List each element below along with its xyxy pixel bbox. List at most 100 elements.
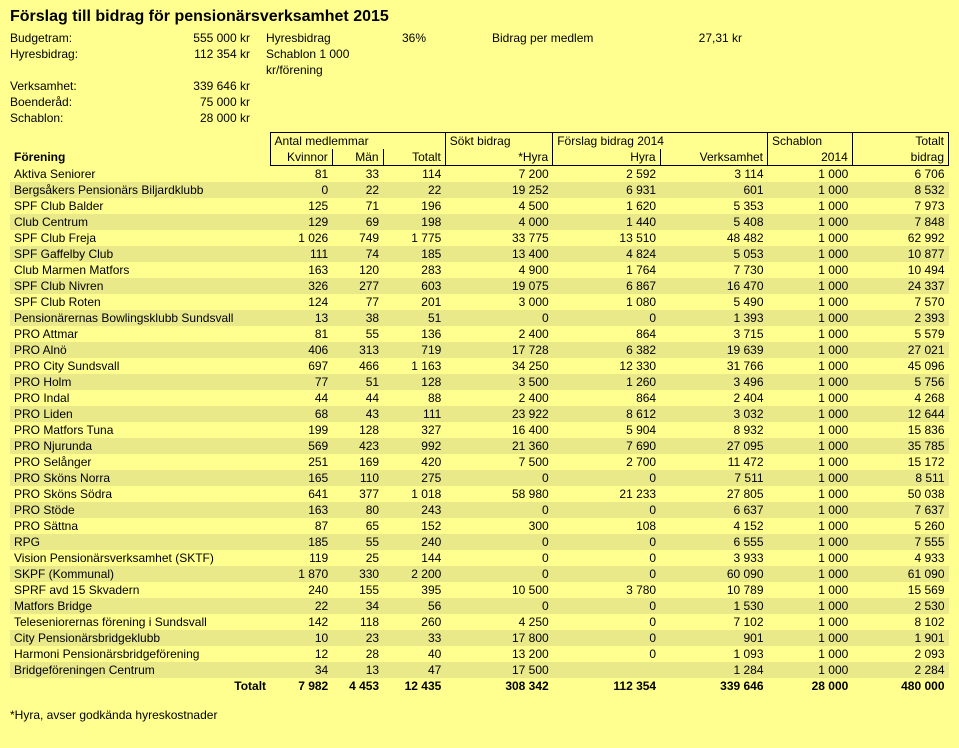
cell-man: 55 bbox=[332, 326, 383, 342]
col-2014: 2014 bbox=[768, 149, 853, 166]
cell-verksamhet: 1 393 bbox=[660, 310, 767, 326]
cell-hyra2: 1 080 bbox=[553, 294, 660, 310]
cell-man: 330 bbox=[332, 566, 383, 582]
totals-verksamhet: 339 646 bbox=[660, 678, 767, 694]
cell-bidrag: 1 901 bbox=[852, 630, 948, 646]
cell-schablon: 1 000 bbox=[768, 598, 853, 614]
cell-schablon: 1 000 bbox=[768, 534, 853, 550]
cell-name: SPF Club Freja bbox=[10, 230, 270, 246]
cell-totalt: 111 bbox=[383, 406, 445, 422]
cell-verksamhet: 3 032 bbox=[660, 406, 767, 422]
header-value: 28 000 kr bbox=[130, 110, 256, 126]
cell-man: 80 bbox=[332, 502, 383, 518]
cell-totalt: 1 018 bbox=[383, 486, 445, 502]
cell-man: 120 bbox=[332, 262, 383, 278]
cell-schablon: 1 000 bbox=[768, 486, 853, 502]
cell-man: 71 bbox=[332, 198, 383, 214]
cell-bidrag: 15 569 bbox=[852, 582, 948, 598]
cell-kvinnor: 185 bbox=[270, 534, 332, 550]
cell-totalt: 1 775 bbox=[383, 230, 445, 246]
table-row: Bridgeföreningen Centrum34134717 5001 28… bbox=[10, 662, 949, 678]
cell-name: PRO Sättna bbox=[10, 518, 270, 534]
cell-verksamhet: 31 766 bbox=[660, 358, 767, 374]
header-label3: Bidrag per medlem bbox=[492, 30, 642, 46]
cell-schablon: 1 000 bbox=[768, 502, 853, 518]
header-value2 bbox=[376, 46, 432, 78]
table-row: PRO Stöde16380243006 6371 0007 637 bbox=[10, 502, 949, 518]
header-label: Schablon: bbox=[10, 110, 130, 126]
table-row: City Pensionärsbridgeklubb10233317 80009… bbox=[10, 630, 949, 646]
cell-schablon: 1 000 bbox=[768, 470, 853, 486]
cell-totalt: 1 163 bbox=[383, 358, 445, 374]
cell-bidrag: 2 284 bbox=[852, 662, 948, 678]
cell-kvinnor: 641 bbox=[270, 486, 332, 502]
cell-bidrag: 2 393 bbox=[852, 310, 948, 326]
totals-bidrag: 480 000 bbox=[852, 678, 948, 694]
cell-hyra: 17 800 bbox=[445, 630, 552, 646]
table-row: PRO Liden684311123 9228 6123 0321 00012 … bbox=[10, 406, 949, 422]
cell-bidrag: 35 785 bbox=[852, 438, 948, 454]
cell-bidrag: 8 102 bbox=[852, 614, 948, 630]
cell-hyra2: 0 bbox=[553, 470, 660, 486]
cell-totalt: 40 bbox=[383, 646, 445, 662]
hdr-antal: Antal medlemmar bbox=[270, 133, 445, 150]
cell-verksamhet: 1 530 bbox=[660, 598, 767, 614]
cell-verksamhet: 5 490 bbox=[660, 294, 767, 310]
cell-hyra: 23 922 bbox=[445, 406, 552, 422]
header-value: 555 000 kr bbox=[130, 30, 256, 46]
cell-man: 38 bbox=[332, 310, 383, 326]
cell-totalt: 56 bbox=[383, 598, 445, 614]
header-value3 bbox=[642, 110, 742, 126]
table-row: PRO Indal4444882 4008642 4041 0004 268 bbox=[10, 390, 949, 406]
cell-hyra: 4 250 bbox=[445, 614, 552, 630]
cell-schablon: 1 000 bbox=[768, 422, 853, 438]
cell-hyra: 2 400 bbox=[445, 390, 552, 406]
cell-schablon: 1 000 bbox=[768, 550, 853, 566]
cell-hyra: 21 360 bbox=[445, 438, 552, 454]
cell-kvinnor: 124 bbox=[270, 294, 332, 310]
cell-schablon: 1 000 bbox=[768, 294, 853, 310]
cell-verksamhet: 1 284 bbox=[660, 662, 767, 678]
cell-bidrag: 7 973 bbox=[852, 198, 948, 214]
cell-man: 55 bbox=[332, 534, 383, 550]
table-row: SKPF (Kommunal)1 8703302 2000060 0901 00… bbox=[10, 566, 949, 582]
table-row: RPG18555240006 5551 0007 555 bbox=[10, 534, 949, 550]
col-totalt: Totalt bbox=[383, 149, 445, 166]
cell-hyra: 0 bbox=[445, 502, 552, 518]
cell-man: 22 bbox=[332, 182, 383, 198]
cell-name: City Pensionärsbridgeklubb bbox=[10, 630, 270, 646]
table-row: PRO Attmar81551362 4008643 7151 0005 579 bbox=[10, 326, 949, 342]
cell-name: PRO Selånger bbox=[10, 454, 270, 470]
table-row: Teleseniorernas förening i Sundsvall1421… bbox=[10, 614, 949, 630]
cell-hyra2: 108 bbox=[553, 518, 660, 534]
cell-totalt: 185 bbox=[383, 246, 445, 262]
cell-totalt: 240 bbox=[383, 534, 445, 550]
table-column-header-row: Förening Kvinnor Män Totalt *Hyra Hyra V… bbox=[10, 149, 949, 166]
cell-name: PRO Matfors Tuna bbox=[10, 422, 270, 438]
cell-verksamhet: 901 bbox=[660, 630, 767, 646]
table-row: SPF Club Nivren32627760319 0756 86716 47… bbox=[10, 278, 949, 294]
header-label2: Hyresbidrag bbox=[266, 30, 376, 46]
cell-bidrag: 5 756 bbox=[852, 374, 948, 390]
cell-name: PRO City Sundsvall bbox=[10, 358, 270, 374]
cell-hyra: 58 980 bbox=[445, 486, 552, 502]
cell-hyra: 4 500 bbox=[445, 198, 552, 214]
cell-man: 277 bbox=[332, 278, 383, 294]
cell-hyra2: 1 260 bbox=[553, 374, 660, 390]
cell-verksamhet: 5 053 bbox=[660, 246, 767, 262]
header-label3 bbox=[492, 94, 642, 110]
header-value: 75 000 kr bbox=[130, 94, 256, 110]
header-value2 bbox=[376, 78, 432, 94]
header-block: Budgetram:555 000 krHyresbidrag36%Bidrag… bbox=[10, 30, 949, 126]
cell-name: PRO Liden bbox=[10, 406, 270, 422]
cell-bidrag: 24 337 bbox=[852, 278, 948, 294]
cell-kvinnor: 240 bbox=[270, 582, 332, 598]
cell-schablon: 1 000 bbox=[768, 646, 853, 662]
cell-kvinnor: 34 bbox=[270, 662, 332, 678]
cell-hyra2: 2 592 bbox=[553, 166, 660, 183]
header-row: Schablon:28 000 kr bbox=[10, 110, 949, 126]
cell-schablon: 1 000 bbox=[768, 374, 853, 390]
cell-hyra2 bbox=[553, 662, 660, 678]
cell-schablon: 1 000 bbox=[768, 438, 853, 454]
cell-totalt: 243 bbox=[383, 502, 445, 518]
